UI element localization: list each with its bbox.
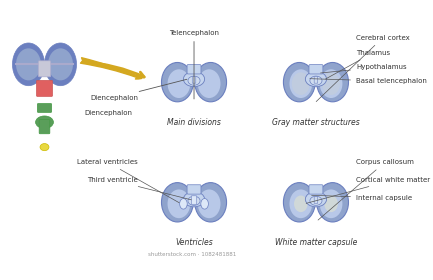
Ellipse shape <box>195 62 226 102</box>
FancyBboxPatch shape <box>314 77 318 83</box>
Text: Internal capsule: Internal capsule <box>312 195 412 201</box>
Text: Gray matter structures: Gray matter structures <box>272 118 360 127</box>
Ellipse shape <box>290 69 312 98</box>
Ellipse shape <box>320 69 343 98</box>
FancyBboxPatch shape <box>37 104 52 112</box>
FancyBboxPatch shape <box>38 61 51 77</box>
Ellipse shape <box>184 72 205 87</box>
Ellipse shape <box>162 62 193 102</box>
Text: Corpus callosum: Corpus callosum <box>318 159 414 220</box>
Ellipse shape <box>290 190 312 218</box>
FancyBboxPatch shape <box>314 197 318 203</box>
Ellipse shape <box>322 72 340 95</box>
Ellipse shape <box>16 48 41 80</box>
Text: Diencephalon: Diencephalon <box>84 110 132 116</box>
Text: Thalamus: Thalamus <box>326 50 390 79</box>
FancyBboxPatch shape <box>36 80 52 96</box>
Ellipse shape <box>317 62 349 102</box>
Text: Lateral ventricles: Lateral ventricles <box>77 159 179 203</box>
Text: shutterstock.com · 1082481881: shutterstock.com · 1082481881 <box>148 253 236 258</box>
FancyBboxPatch shape <box>191 196 197 204</box>
Ellipse shape <box>310 196 322 205</box>
Ellipse shape <box>198 69 220 98</box>
Ellipse shape <box>320 190 343 218</box>
Ellipse shape <box>36 116 53 129</box>
Text: Diencephalon: Diencephalon <box>90 79 187 101</box>
Ellipse shape <box>317 183 349 222</box>
Ellipse shape <box>305 72 326 87</box>
FancyBboxPatch shape <box>309 65 323 74</box>
Ellipse shape <box>168 69 190 98</box>
FancyBboxPatch shape <box>187 185 201 194</box>
Text: Telencephalon: Telencephalon <box>169 30 219 99</box>
Ellipse shape <box>284 62 315 102</box>
Ellipse shape <box>324 195 338 212</box>
Ellipse shape <box>201 199 208 209</box>
FancyBboxPatch shape <box>192 77 196 83</box>
Text: White matter capsule: White matter capsule <box>275 238 357 247</box>
Text: Cerebral cortex: Cerebral cortex <box>316 35 410 102</box>
Ellipse shape <box>188 76 200 85</box>
Ellipse shape <box>13 43 45 86</box>
Ellipse shape <box>195 183 226 222</box>
FancyBboxPatch shape <box>309 185 323 194</box>
Text: Hypothalamus: Hypothalamus <box>320 64 407 73</box>
Ellipse shape <box>168 190 190 218</box>
Ellipse shape <box>48 48 73 80</box>
Ellipse shape <box>310 76 322 85</box>
Text: Basal telencephalon: Basal telencephalon <box>310 78 427 84</box>
Ellipse shape <box>284 183 315 222</box>
Ellipse shape <box>188 196 200 205</box>
Ellipse shape <box>198 190 220 218</box>
Ellipse shape <box>45 43 77 86</box>
FancyBboxPatch shape <box>187 65 201 74</box>
Ellipse shape <box>180 199 187 209</box>
Text: Cortical white matter: Cortical white matter <box>306 177 430 203</box>
Ellipse shape <box>162 183 193 222</box>
Text: Ventricles: Ventricles <box>175 238 213 247</box>
Text: Main divisions: Main divisions <box>167 118 221 127</box>
Ellipse shape <box>305 192 326 207</box>
Ellipse shape <box>294 195 307 212</box>
Text: Third ventricle: Third ventricle <box>87 177 191 200</box>
Ellipse shape <box>184 192 205 207</box>
Ellipse shape <box>40 144 49 151</box>
Ellipse shape <box>292 72 310 95</box>
FancyBboxPatch shape <box>39 120 50 134</box>
